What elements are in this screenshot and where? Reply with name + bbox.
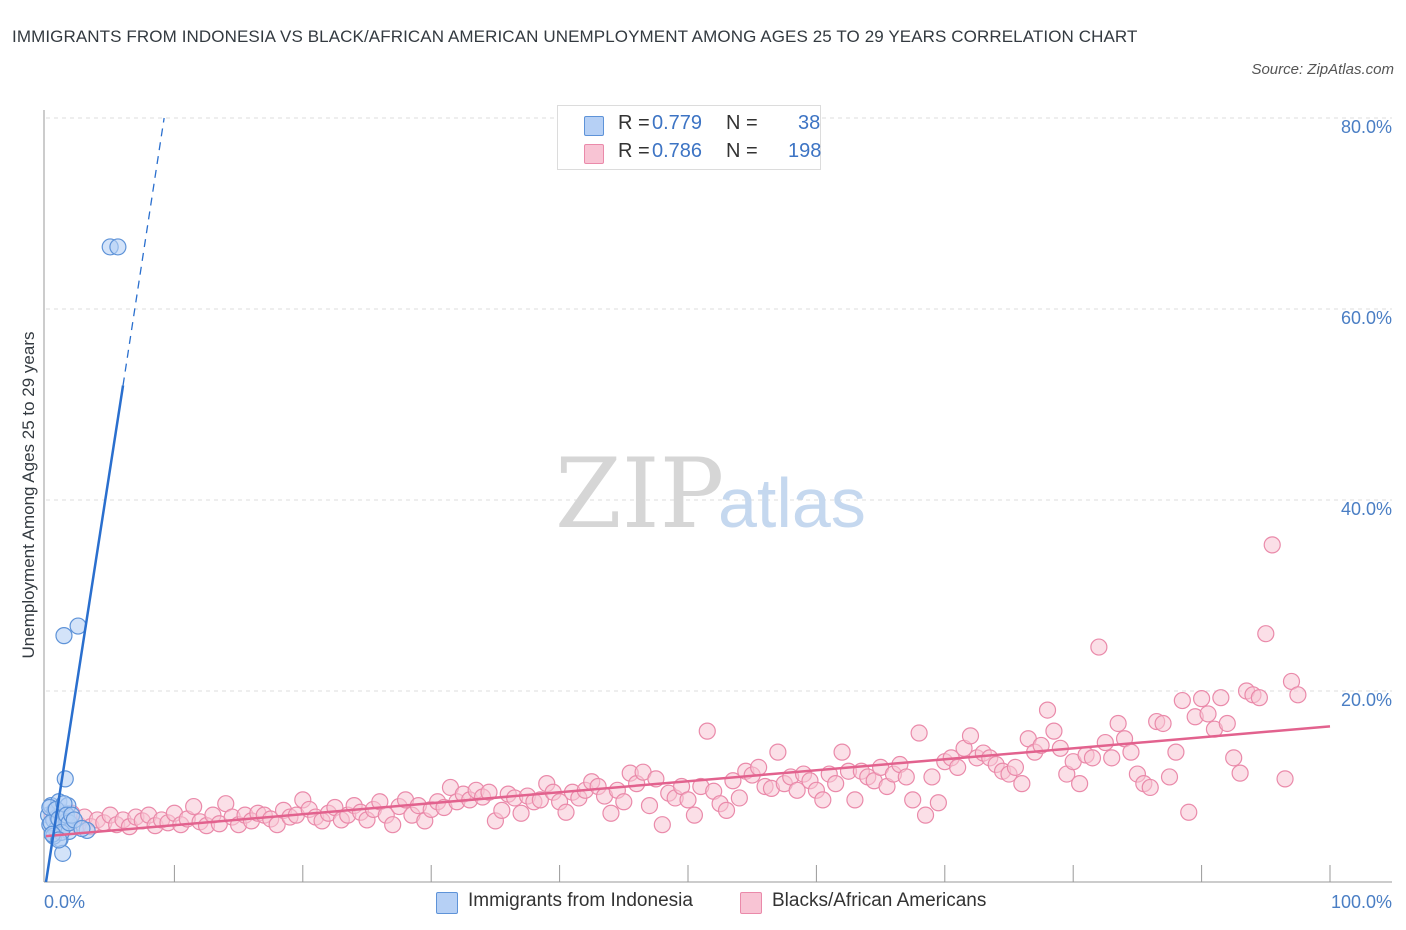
data-point-indonesia: [56, 770, 74, 788]
data-point-black: [640, 796, 659, 815]
data-point-black: [679, 791, 697, 809]
data-point-black: [1090, 638, 1108, 656]
bottom-legend-label: Immigrants from Indonesia: [468, 890, 693, 911]
data-point-black: [923, 768, 941, 786]
data-point-indonesia: [109, 238, 127, 256]
legend-swatch-blue: [584, 116, 604, 136]
legend-r-value: 0.786: [652, 140, 703, 162]
data-point-black: [1154, 714, 1172, 733]
trend-line-indonesia: [44, 385, 125, 883]
correlation-legend: R = 0.779 N = 38 R = 0.786 N = 198: [557, 105, 821, 170]
data-point-indonesia: [55, 627, 73, 645]
data-point-black: [512, 804, 530, 822]
data-point-black: [384, 816, 402, 834]
data-point-black: [833, 743, 851, 761]
data-point-black: [1083, 749, 1102, 767]
trend-line-black: [45, 725, 1331, 838]
data-point-black: [653, 816, 671, 834]
x-tick-label-right: 100.0%: [1331, 892, 1392, 912]
data-point-black: [1096, 733, 1114, 752]
axes: [43, 110, 1392, 883]
bottom-legend-swatch-blue: [436, 892, 458, 914]
data-point-black: [531, 791, 549, 809]
grid-lines: [46, 117, 1392, 692]
data-point-black: [827, 775, 845, 793]
y-tick-label: 60.0%: [1341, 308, 1392, 328]
watermark-zip: ZIP: [555, 438, 724, 550]
trend-line-indonesia-extension: [122, 117, 165, 386]
legend-n-value: 38: [798, 112, 821, 134]
data-point-black: [730, 789, 748, 807]
data-point-black: [916, 806, 935, 824]
data-point-black: [1006, 758, 1025, 777]
data-point-black: [1257, 625, 1275, 643]
data-point-black: [949, 758, 967, 777]
data-point-black: [1141, 778, 1159, 797]
legend-swatch-pink: [584, 144, 604, 164]
series-immigrants-from-indonesia: [39, 238, 127, 862]
data-point-black: [615, 793, 633, 811]
data-point-black: [1013, 775, 1031, 793]
series-blacks-african-americans: [43, 536, 1307, 836]
data-point-black: [961, 727, 980, 745]
data-point-black: [1045, 722, 1063, 740]
data-point-black: [1231, 764, 1249, 782]
data-point-black: [788, 781, 806, 799]
chart-title: IMMIGRANTS FROM INDONESIA VS BLACK/AFRIC…: [12, 27, 1138, 46]
legend-r-value: 0.779: [652, 112, 703, 134]
data-point-black: [1173, 691, 1191, 710]
legend-n-label: N =: [726, 140, 758, 162]
data-point-black: [698, 722, 716, 740]
data-point-black: [602, 804, 620, 822]
data-point-black: [1212, 689, 1230, 707]
data-point-black: [1199, 705, 1217, 723]
legend-r-label: R =: [618, 112, 650, 134]
y-tick-label: 40.0%: [1341, 499, 1392, 519]
watermark-atlas: atlas: [718, 464, 866, 542]
data-point-black: [929, 794, 947, 812]
data-point-black: [1122, 743, 1140, 761]
data-point-black: [1276, 770, 1294, 788]
y-axis-label: Unemployment Among Ages 25 to 29 years: [19, 332, 38, 659]
data-point-black: [685, 806, 704, 824]
data-point-black: [1038, 701, 1057, 719]
data-point-black: [493, 801, 511, 819]
data-point-black: [1263, 536, 1281, 554]
legend-n-value: 198: [788, 140, 822, 162]
data-point-black: [1225, 749, 1243, 767]
data-point-black: [557, 803, 575, 821]
data-point-black: [1109, 714, 1127, 733]
legend-r-label: R =: [618, 140, 650, 162]
data-point-black: [1071, 775, 1089, 793]
y-tick-label: 20.0%: [1341, 690, 1392, 710]
trend-lines: [44, 117, 1331, 883]
data-point-black: [480, 783, 498, 801]
tick-labels: 20.0% 40.0% 60.0% 80.0% 0.0% 100.0%: [44, 117, 1392, 912]
data-point-black: [846, 791, 864, 809]
data-point-black: [904, 791, 922, 809]
data-point-black: [1160, 768, 1179, 786]
data-point-black: [1180, 803, 1198, 821]
data-point-black: [717, 801, 736, 819]
data-point-black: [1218, 714, 1236, 733]
data-point-black: [897, 768, 915, 786]
data-point-black: [910, 724, 928, 742]
data-point-black: [750, 758, 768, 777]
data-point-black: [1103, 749, 1121, 767]
bottom-legend-swatch-pink: [740, 892, 762, 914]
data-point-black: [1167, 743, 1185, 761]
y-tick-label: 80.0%: [1341, 117, 1392, 137]
data-point-black: [185, 797, 203, 816]
data-point-black: [814, 791, 832, 809]
source-label: Source: ZipAtlas.com: [1251, 61, 1394, 78]
data-point-black: [1032, 736, 1050, 755]
data-point-black: [1192, 690, 1211, 708]
legend-n-label: N =: [726, 112, 758, 134]
data-point-black: [1250, 689, 1268, 707]
data-point-black: [769, 743, 787, 761]
x-tick-label-left: 0.0%: [44, 892, 85, 912]
data-point-black: [1289, 686, 1307, 704]
bottom-legend-label: Blacks/African Americans: [772, 890, 987, 911]
